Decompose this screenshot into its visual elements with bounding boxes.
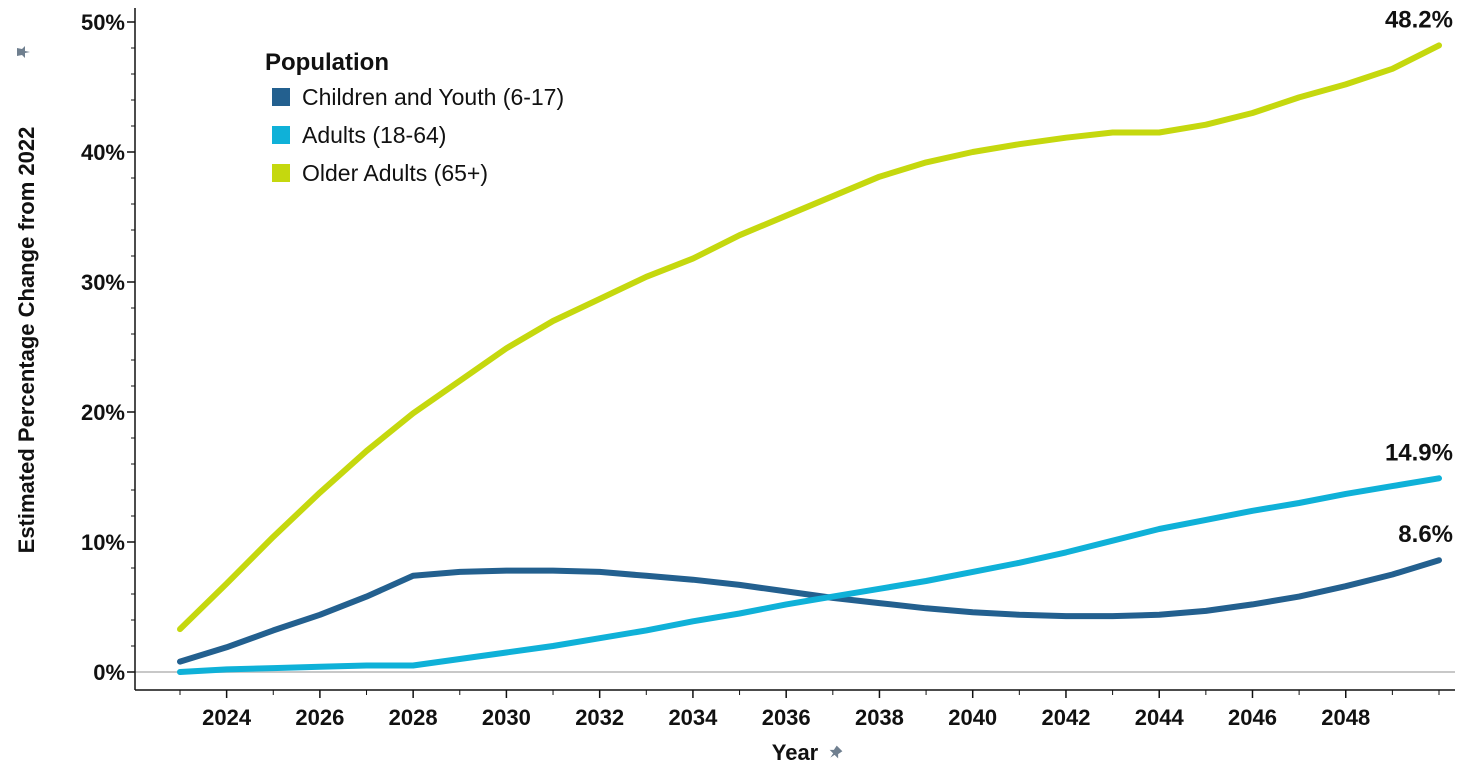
x-tick-label: 2030	[482, 705, 531, 730]
legend: Population Children and Youth (6-17) Adul…	[265, 49, 564, 186]
legend-label: Older Adults (65+)	[302, 160, 488, 186]
legend-items: Children and Youth (6-17) Adults (18-64) O…	[272, 84, 564, 186]
x-tick-label: 2036	[762, 705, 811, 730]
series-line	[177, 475, 1442, 675]
y-tick-label: 50%	[81, 10, 125, 35]
x-tick-label: 2028	[389, 705, 438, 730]
x-axis-ticks: 2024 2026 2028 2030 2032 2034 2036 2038 2040 2042…	[179, 690, 1440, 730]
x-axis-pin-icon[interactable]	[826, 744, 844, 762]
x-tick-label: 2044	[1135, 705, 1185, 730]
x-tick-label: 2040	[948, 705, 997, 730]
y-axis-ticks: 0% 10% 20% 30% 40% 50%	[81, 10, 135, 685]
y-axis-title-group: Estimated Percentage Change from 2022	[14, 127, 39, 554]
x-axis-title: Year	[772, 740, 819, 765]
x-tick-label: 2032	[575, 705, 624, 730]
series-end-label: 48.2%	[1385, 6, 1453, 33]
x-tick-label: 2034	[668, 705, 718, 730]
y-tick-label: 40%	[81, 140, 125, 165]
series-end-label: 14.9%	[1385, 439, 1453, 466]
y-tick-label: 30%	[81, 270, 125, 295]
y-tick-label: 20%	[81, 400, 125, 425]
x-tick-label: 2024	[202, 705, 252, 730]
series-lines	[177, 42, 1442, 675]
y-axis-pin-icon[interactable]	[17, 46, 30, 58]
y-axis-title: Estimated Percentage Change from 2022	[14, 127, 39, 554]
x-tick-label: 2038	[855, 705, 904, 730]
legend-swatch	[272, 126, 290, 144]
legend-swatch	[272, 88, 290, 106]
series-end-label: 8.6%	[1398, 521, 1453, 548]
x-tick-label: 2026	[295, 705, 344, 730]
legend-label: Adults (18-64)	[302, 122, 446, 148]
y-tick-label: 0%	[93, 660, 125, 685]
y-tick-label: 10%	[81, 530, 125, 555]
series-line	[177, 557, 1442, 665]
series-end-labels: 8.6% 14.9% 48.2%	[1385, 6, 1453, 548]
x-tick-label: 2048	[1321, 705, 1370, 730]
x-tick-label: 2042	[1041, 705, 1090, 730]
legend-label: Children and Youth (6-17)	[302, 84, 564, 110]
legend-title: Population	[265, 49, 389, 76]
legend-swatch	[272, 164, 290, 182]
x-tick-label: 2046	[1228, 705, 1277, 730]
series-line	[177, 42, 1442, 633]
